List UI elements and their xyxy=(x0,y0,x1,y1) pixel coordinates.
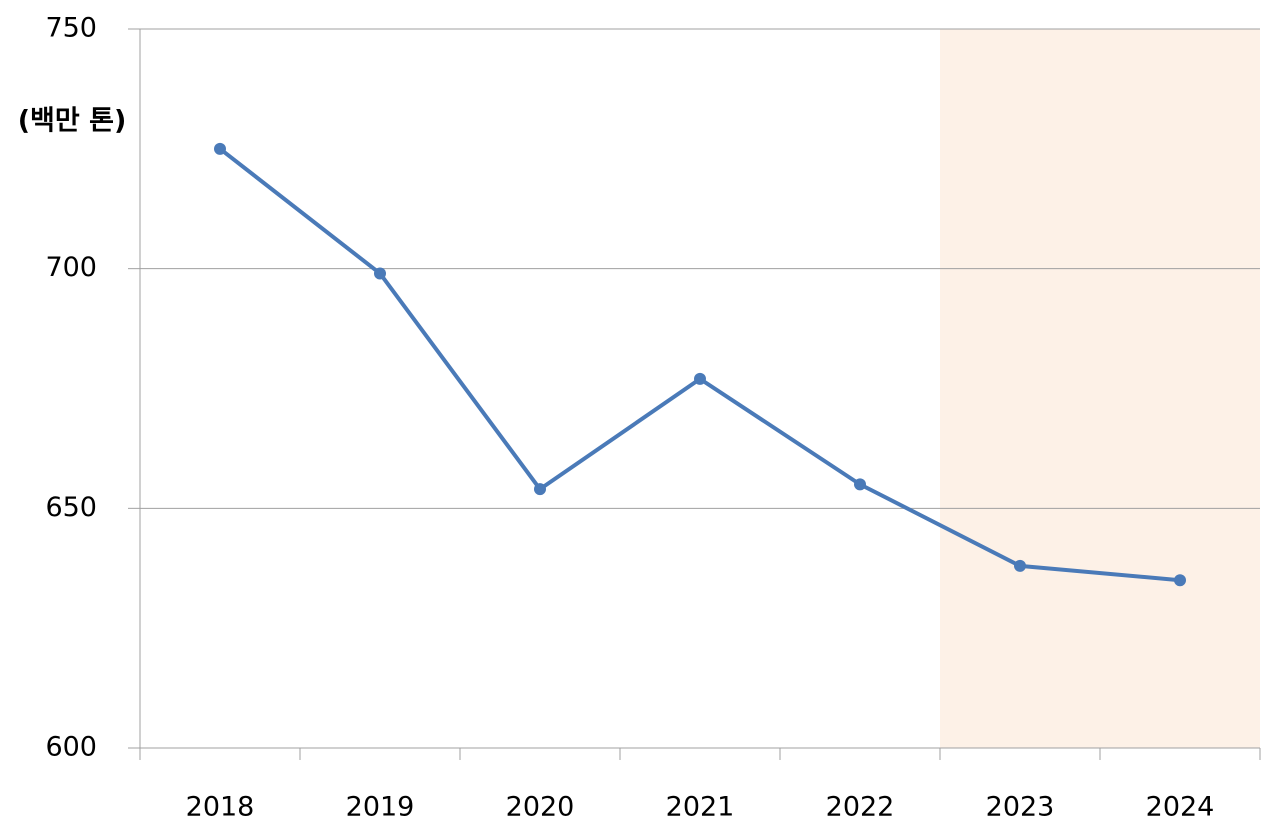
y-tick-label: 600 xyxy=(45,732,97,763)
x-tick-label: 2021 xyxy=(666,792,735,823)
shaded-region xyxy=(940,29,1260,748)
y-tick-label: 750 xyxy=(45,13,97,44)
x-tick-label: 2019 xyxy=(346,792,415,823)
point xyxy=(214,142,226,155)
y-tick-label: 650 xyxy=(45,492,97,523)
x-tick-label: 2022 xyxy=(826,792,895,823)
point xyxy=(374,267,386,280)
point xyxy=(854,478,866,491)
y-axis-label: (백만 톤) xyxy=(18,106,127,137)
x-tick-label: 2020 xyxy=(506,792,575,823)
x-tick-label: 2023 xyxy=(986,792,1055,823)
x-tick-label: 2018 xyxy=(186,792,255,823)
x-tick-label: 2024 xyxy=(1146,792,1215,823)
y-tick-label: 700 xyxy=(45,252,97,283)
point xyxy=(694,372,706,385)
point xyxy=(1014,559,1026,572)
point xyxy=(534,483,546,496)
point xyxy=(1174,574,1186,587)
